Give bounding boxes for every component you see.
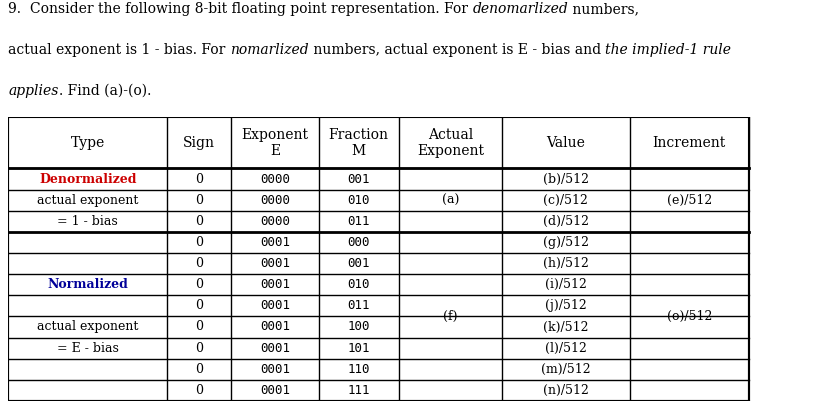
Text: (g)/512: (g)/512 [543,236,589,249]
Text: 0: 0 [195,299,203,312]
Text: applies: applies [8,84,59,98]
Text: Fraction
M: Fraction M [328,128,389,158]
Text: (o)/512: (o)/512 [667,310,712,323]
Text: Normalized: Normalized [47,278,128,291]
Text: actual exponent: actual exponent [37,320,138,333]
Text: 0: 0 [195,278,203,291]
Text: 001: 001 [347,257,370,270]
Text: 010: 010 [347,194,370,207]
Text: nomarlized: nomarlized [230,43,308,57]
Text: Sign: Sign [184,136,215,150]
Text: 0001: 0001 [260,299,290,312]
Text: Exponent
E: Exponent E [241,128,309,158]
Text: 0: 0 [195,215,203,228]
Text: denomarlized: denomarlized [472,2,568,16]
Text: numbers, actual exponent is E - bias and: numbers, actual exponent is E - bias and [308,43,605,57]
Text: 101: 101 [347,341,370,355]
Text: (c)/512: (c)/512 [543,194,589,207]
Text: 0: 0 [195,194,203,207]
Text: 100: 100 [347,320,370,333]
Text: (j)/512: (j)/512 [545,299,587,312]
Text: 0001: 0001 [260,320,290,333]
Text: 0001: 0001 [260,341,290,355]
Text: 0001: 0001 [260,257,290,270]
Text: actual exponent is 1 - bias. For: actual exponent is 1 - bias. For [8,43,230,57]
Text: 011: 011 [347,215,370,228]
Text: 0: 0 [195,236,203,249]
Text: (e)/512: (e)/512 [667,194,712,207]
Text: (f): (f) [443,310,458,323]
Text: Value: Value [546,136,585,150]
Text: (i)/512: (i)/512 [545,278,587,291]
Text: 0: 0 [195,341,203,355]
Text: (n)/512: (n)/512 [543,384,589,397]
Text: 0: 0 [195,320,203,333]
Text: (a): (a) [441,194,459,207]
Text: Consider the following 8-bit floating point representation. For: Consider the following 8-bit floating po… [30,2,472,16]
Text: = E - bias: = E - bias [57,341,119,355]
Text: 111: 111 [347,384,370,397]
Text: 0000: 0000 [260,194,290,207]
Text: . Find (a)-(o).: . Find (a)-(o). [59,84,151,98]
Text: (m)/512: (m)/512 [541,363,591,376]
Text: 000: 000 [347,236,370,249]
Text: Increment: Increment [653,136,726,150]
Text: Denormalized: Denormalized [39,173,137,185]
Text: 010: 010 [347,278,370,291]
Text: 0000: 0000 [260,173,290,185]
Text: (h)/512: (h)/512 [543,257,589,270]
Text: = 1 - bias: = 1 - bias [58,215,118,228]
Text: Type: Type [71,136,105,150]
Text: (k)/512: (k)/512 [543,320,589,333]
Text: 0001: 0001 [260,278,290,291]
Text: 0001: 0001 [260,384,290,397]
Text: 0001: 0001 [260,236,290,249]
Text: 0: 0 [195,363,203,376]
Text: the implied-1 rule: the implied-1 rule [605,43,731,57]
Text: 011: 011 [347,299,370,312]
Text: 9.: 9. [8,2,30,16]
Text: 0001: 0001 [260,363,290,376]
Text: Actual
Exponent: Actual Exponent [417,128,484,158]
Text: 0: 0 [195,257,203,270]
Text: (b)/512: (b)/512 [543,173,589,185]
Text: actual exponent: actual exponent [37,194,138,207]
Text: 110: 110 [347,363,370,376]
Text: (d)/512: (d)/512 [543,215,589,228]
Text: 001: 001 [347,173,370,185]
Text: (l)/512: (l)/512 [545,341,587,355]
Text: numbers,: numbers, [568,2,639,16]
Text: 0: 0 [195,384,203,397]
Text: 0000: 0000 [260,215,290,228]
Text: 0: 0 [195,173,203,185]
